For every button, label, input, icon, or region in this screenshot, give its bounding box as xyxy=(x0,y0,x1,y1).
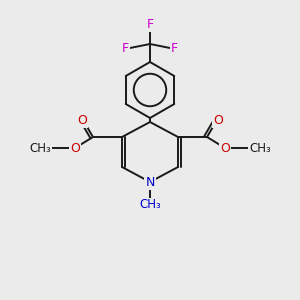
Text: CH₃: CH₃ xyxy=(249,142,271,154)
Text: F: F xyxy=(146,17,154,31)
Text: CH₃: CH₃ xyxy=(139,199,161,212)
Text: N: N xyxy=(145,176,155,188)
Text: CH₃: CH₃ xyxy=(29,142,51,154)
Text: O: O xyxy=(213,113,223,127)
Text: O: O xyxy=(70,142,80,154)
Text: F: F xyxy=(122,41,129,55)
Text: F: F xyxy=(171,41,178,55)
Text: O: O xyxy=(220,142,230,154)
Text: O: O xyxy=(77,113,87,127)
